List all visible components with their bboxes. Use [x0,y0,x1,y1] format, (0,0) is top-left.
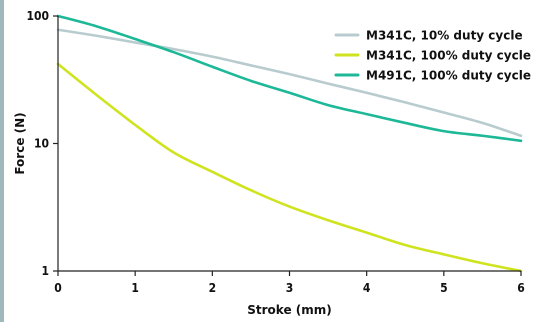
legend-label-1: M341C, 10% duty cycle [366,29,523,43]
x-tick-label: 2 [209,281,217,295]
y-tick-label: 100 [26,9,49,23]
series-layer [56,14,523,273]
legend-label-3: M491C, 100% duty cycle [366,69,531,83]
series-line-3 [56,14,523,143]
y-axis-title: Force (N) [13,112,27,174]
x-tick-label: 4 [363,281,371,295]
left-accent-stripe [0,0,4,322]
x-tick-label: 1 [131,281,139,295]
x-tick-label: 5 [440,281,448,295]
y-tick-label: 1 [41,264,49,278]
y-tick-label: 10 [34,137,49,151]
series-line-1 [56,28,523,138]
legend: M341C, 10% duty cycle M341C, 100% duty cy… [334,29,531,83]
x-tick-label: 3 [286,281,294,295]
legend-label-2: M341C, 100% duty cycle [366,49,531,63]
x-tick-label: 0 [54,281,62,295]
series-line-2 [56,62,523,273]
x-axis-title: Stroke (mm) [247,303,332,317]
x-tick-label: 6 [517,281,525,295]
